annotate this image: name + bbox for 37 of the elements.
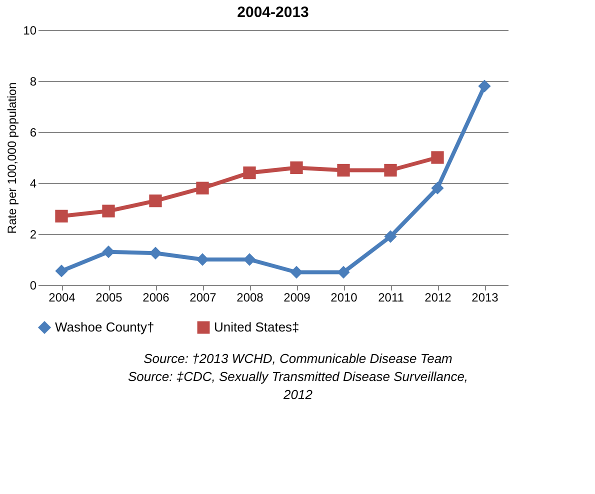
legend-label: Washoe County†: [55, 320, 154, 335]
y-axis-title: Rate per 100,000 population: [5, 82, 20, 234]
x-tick-label: 2006: [142, 290, 170, 304]
point: [337, 266, 350, 279]
x-tick-label: 2008: [236, 290, 264, 304]
point: [290, 266, 303, 279]
y-tick-label: 6: [30, 126, 37, 140]
x-tick-label: 2013: [472, 290, 499, 304]
point: [431, 182, 444, 194]
source-note: Source: ‡CDC, Sexually Transmitted Disease Surveillance, 2012: [128, 369, 468, 402]
point: [337, 164, 350, 177]
point: [102, 204, 115, 218]
y-tick-label: 10: [23, 24, 37, 38]
y-tick-label: 8: [30, 74, 37, 88]
point: [149, 194, 162, 208]
chart-title: 2004-2013: [237, 4, 309, 21]
point: [196, 182, 209, 194]
y-tick-label: 2: [30, 228, 37, 242]
point: [55, 210, 68, 222]
point: [290, 161, 303, 174]
x-tick-label: 2011: [378, 290, 404, 304]
source-note: Source: †2013 WCHD, Communicable Disease Team: [144, 351, 453, 366]
point: [478, 80, 491, 92]
x-tick-label: 2009: [284, 290, 311, 304]
x-tick-label: 2004: [48, 290, 76, 304]
legend-label: United States‡: [214, 320, 300, 335]
point: [55, 264, 68, 278]
x-tick-label: 2012: [424, 290, 452, 304]
y-tick-label: 4: [30, 176, 37, 190]
x-tick-label: 2007: [190, 290, 217, 304]
x-tick-label: 2005: [96, 290, 123, 304]
point: [431, 151, 444, 164]
x-tick-label: 2010: [330, 290, 358, 304]
point: [384, 164, 397, 177]
point: [243, 166, 256, 180]
y-tick-label: 0: [30, 278, 37, 292]
point: [384, 230, 397, 243]
